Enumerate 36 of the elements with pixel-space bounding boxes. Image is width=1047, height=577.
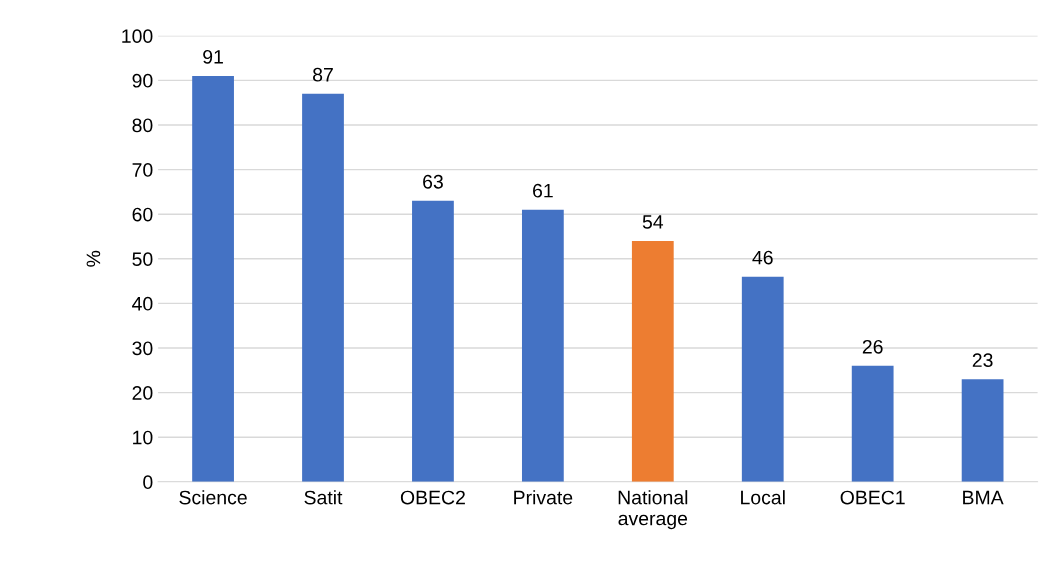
data-label: 23: [972, 353, 993, 368]
bar: [521, 209, 564, 482]
x-tick-label: Private: [514, 490, 573, 505]
x-tick-label: Satit: [304, 490, 343, 505]
y-tick-label: 50: [132, 252, 153, 267]
y-tick-label: 70: [132, 163, 153, 177]
bar: [192, 75, 234, 482]
x-tick-label: Local: [741, 490, 785, 505]
data-label: 91: [203, 49, 223, 64]
x-tick-label: BMA: [963, 490, 1004, 505]
y-tick-label: 40: [132, 296, 153, 311]
y-tick-label: 0: [143, 475, 153, 490]
x-tick-label: OBEC1: [840, 490, 905, 505]
bar: [631, 240, 674, 482]
bar: [961, 379, 1004, 482]
bar: [741, 276, 784, 482]
data-label: 46: [752, 250, 773, 265]
bar: [412, 200, 454, 482]
y-tick-label: 30: [132, 341, 153, 356]
data-label: 61: [533, 183, 553, 198]
y-tick-label: 10: [133, 430, 153, 445]
y-tick-label: 20: [132, 386, 153, 400]
x-tick-label: National average: [618, 490, 688, 530]
x-tick-label: Science: [179, 490, 247, 505]
bar: [851, 365, 894, 482]
data-label: 54: [642, 215, 664, 229]
data-label: 26: [862, 339, 883, 354]
y-tick-label: 100: [122, 29, 153, 44]
y-axis-title: %: [86, 250, 101, 267]
y-tick-label: 90: [132, 73, 153, 88]
y-tick-label: 60: [132, 207, 153, 222]
bar: [302, 93, 344, 482]
data-label: 87: [313, 67, 333, 82]
data-label: 63: [423, 174, 443, 189]
x-tick-label: OBEC2: [400, 490, 465, 505]
y-tick-label: 80: [132, 118, 153, 133]
